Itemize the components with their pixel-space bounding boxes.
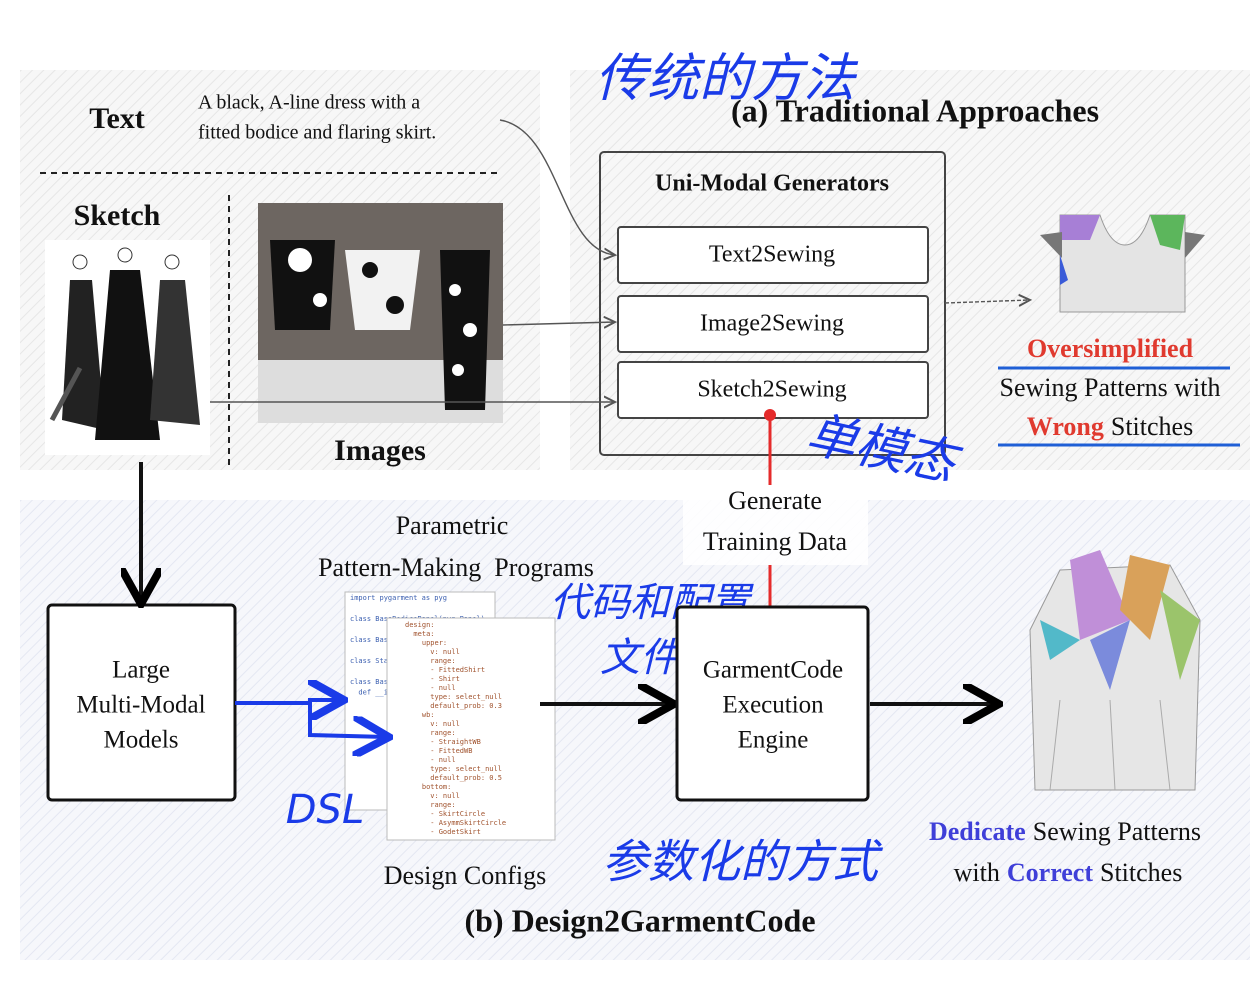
result-text: Dedicate Sewing Patterns	[929, 817, 1201, 846]
highlight: Dedicate	[929, 817, 1026, 846]
handwritten-note: 参数化的方式	[602, 835, 884, 889]
box-text: Multi-Modal	[76, 692, 205, 719]
code-line: v: null	[405, 648, 460, 656]
link-dot	[764, 409, 776, 421]
box-text: Engine	[738, 727, 809, 754]
generator-label: Text2Sewing	[709, 242, 835, 268]
box-text: Large	[112, 657, 170, 684]
box-text: GarmentCode	[703, 657, 843, 684]
code-line: bottom:	[405, 783, 451, 791]
code-line: range:	[405, 657, 456, 665]
config-file	[386, 617, 556, 841]
generators-box	[599, 151, 946, 456]
code-line: - Shirt	[405, 675, 460, 683]
text: with	[954, 858, 1000, 887]
code-line: default_prob: 0.5	[405, 774, 502, 782]
highlight: Wrong	[1027, 412, 1104, 441]
simple-pattern	[1040, 214, 1205, 313]
box-text: Execution	[722, 692, 824, 719]
code-line: upper:	[405, 639, 447, 647]
text: Stitches	[1100, 858, 1182, 887]
text-prompt: A black, A-line dress with a	[198, 92, 420, 114]
generator-box	[617, 295, 929, 353]
engine-box	[675, 605, 870, 802]
programs-label: Pattern-Making Programs	[318, 553, 594, 582]
generators-title: Uni-Modal Generators	[655, 171, 889, 197]
code-line: wb:	[405, 711, 435, 719]
programs-label: Parametric	[396, 511, 509, 540]
code-line: - StraightWB	[405, 738, 481, 746]
arrow	[944, 300, 1030, 303]
text: Sewing Patterns	[1033, 817, 1201, 846]
arrow	[502, 322, 615, 325]
handwritten-note: DSL	[286, 787, 364, 833]
sketch-image	[45, 240, 210, 455]
code-line: - FittedShirt	[405, 666, 485, 674]
handwritten-note: 传统的方法	[595, 49, 859, 109]
generator-label: Image2Sewing	[700, 311, 844, 337]
result-text: Oversimplified	[1027, 334, 1194, 363]
configs-label: Design Configs	[384, 861, 547, 890]
code-line: - GodetSkirt	[405, 828, 481, 836]
code-line: class BaseBo	[350, 678, 401, 686]
code-line: range:	[405, 729, 456, 737]
result-text: Sewing Patterns with	[1000, 373, 1221, 402]
arrow	[235, 700, 340, 703]
code-line: design:	[405, 621, 435, 629]
code-line: v: null	[405, 720, 460, 728]
code-line: - null	[405, 684, 456, 692]
text-label: Text	[89, 102, 145, 135]
link-text: Generate	[728, 486, 822, 515]
code-line: class BaseBo	[350, 636, 401, 644]
highlight: Correct	[1007, 858, 1093, 887]
text-prompt: fitted bodice and flaring skirt.	[198, 122, 436, 144]
images-photo	[258, 203, 503, 423]
text: Stitches	[1111, 412, 1193, 441]
box-text: Models	[104, 727, 179, 754]
link-text: Training Data	[703, 527, 848, 556]
code-line: - FittedWB	[405, 747, 472, 755]
label-bg	[683, 485, 868, 565]
sketch-label: Sketch	[74, 199, 161, 232]
code-line: - SkirtCircle	[405, 810, 485, 818]
generator-label: Sketch2Sewing	[697, 377, 846, 403]
handwritten-note: 文件	[600, 635, 683, 681]
code-line: import pygarment as pyg	[350, 594, 447, 602]
code-line: range:	[405, 801, 456, 809]
result-text: with Correct Stitches	[954, 858, 1183, 887]
code-line: type: select_null	[405, 693, 502, 701]
code-line: type: select_null	[405, 765, 502, 773]
arrow	[499, 119, 615, 255]
code-line: def __i	[350, 689, 388, 697]
code-line: - null	[405, 756, 456, 764]
code-line: meta:	[405, 630, 435, 638]
garment-3d	[1029, 550, 1201, 791]
section-title: (b) Design2GarmentCode	[464, 902, 815, 938]
code-line: class Stack	[350, 657, 397, 665]
images-label: Images	[334, 434, 426, 467]
code-line: default_prob: 0.3	[405, 702, 502, 710]
result-text: Wrong Stitches	[1027, 412, 1193, 441]
code-line: v: null	[405, 792, 460, 800]
code-line: - AsymmSkirtCircle	[405, 819, 506, 827]
generator-box	[617, 226, 929, 284]
section-title: (a) Traditional Approaches	[731, 92, 1099, 128]
arrow	[308, 703, 385, 737]
